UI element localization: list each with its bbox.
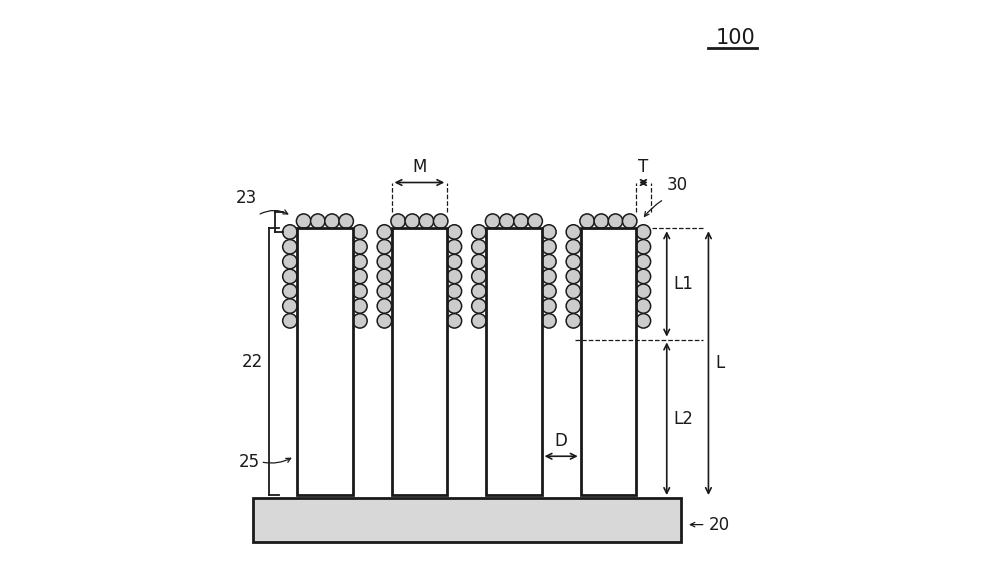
- Circle shape: [542, 314, 556, 328]
- Text: T: T: [638, 158, 649, 176]
- Circle shape: [542, 269, 556, 284]
- Circle shape: [283, 269, 297, 284]
- Circle shape: [472, 269, 486, 284]
- Circle shape: [566, 254, 581, 269]
- Circle shape: [377, 254, 392, 269]
- Circle shape: [472, 225, 486, 239]
- Circle shape: [566, 299, 581, 313]
- Circle shape: [636, 284, 651, 298]
- Circle shape: [566, 225, 581, 239]
- Circle shape: [608, 214, 623, 228]
- Circle shape: [391, 214, 405, 228]
- Circle shape: [472, 254, 486, 269]
- Circle shape: [283, 254, 297, 269]
- Circle shape: [472, 284, 486, 298]
- Circle shape: [542, 284, 556, 298]
- Text: L: L: [715, 354, 724, 372]
- Text: 100: 100: [716, 28, 756, 48]
- Circle shape: [622, 214, 637, 228]
- Circle shape: [542, 299, 556, 313]
- Circle shape: [353, 269, 367, 284]
- Text: 23: 23: [235, 189, 257, 207]
- Circle shape: [283, 314, 297, 328]
- Circle shape: [447, 314, 462, 328]
- Circle shape: [542, 225, 556, 239]
- Circle shape: [353, 284, 367, 298]
- Circle shape: [594, 214, 609, 228]
- Text: M: M: [412, 158, 427, 176]
- Circle shape: [636, 269, 651, 284]
- Circle shape: [447, 284, 462, 298]
- Circle shape: [566, 269, 581, 284]
- Circle shape: [419, 214, 434, 228]
- FancyArrowPatch shape: [690, 522, 703, 527]
- Bar: [253, 498, 681, 543]
- Circle shape: [636, 314, 651, 328]
- Circle shape: [405, 214, 420, 228]
- Circle shape: [283, 225, 297, 239]
- Circle shape: [542, 254, 556, 269]
- Circle shape: [353, 240, 367, 254]
- Circle shape: [566, 314, 581, 328]
- Circle shape: [636, 240, 651, 254]
- Circle shape: [447, 299, 462, 313]
- Circle shape: [580, 214, 594, 228]
- Circle shape: [566, 240, 581, 254]
- Circle shape: [339, 214, 353, 228]
- Circle shape: [542, 240, 556, 254]
- Bar: [486, 228, 542, 495]
- Circle shape: [296, 214, 311, 228]
- Bar: [392, 228, 447, 495]
- Bar: [581, 228, 636, 495]
- Circle shape: [377, 284, 392, 298]
- Circle shape: [528, 214, 542, 228]
- Circle shape: [447, 269, 462, 284]
- Text: L1: L1: [673, 275, 693, 293]
- Circle shape: [377, 314, 392, 328]
- Circle shape: [472, 314, 486, 328]
- Text: L2: L2: [673, 410, 693, 428]
- Circle shape: [377, 269, 392, 284]
- Circle shape: [447, 240, 462, 254]
- Text: D: D: [555, 431, 568, 449]
- Circle shape: [433, 214, 448, 228]
- Circle shape: [283, 299, 297, 313]
- FancyArrowPatch shape: [644, 201, 662, 217]
- Circle shape: [353, 225, 367, 239]
- Circle shape: [353, 254, 367, 269]
- Circle shape: [447, 225, 462, 239]
- Text: 22: 22: [241, 353, 263, 371]
- Circle shape: [353, 314, 367, 328]
- Bar: [297, 228, 353, 495]
- Circle shape: [283, 284, 297, 298]
- Circle shape: [472, 240, 486, 254]
- Circle shape: [636, 254, 651, 269]
- Circle shape: [377, 299, 392, 313]
- Circle shape: [500, 214, 514, 228]
- Circle shape: [636, 299, 651, 313]
- Circle shape: [353, 299, 367, 313]
- Circle shape: [514, 214, 528, 228]
- Circle shape: [636, 225, 651, 239]
- FancyArrowPatch shape: [260, 210, 288, 214]
- Text: 25: 25: [239, 453, 260, 471]
- Circle shape: [377, 225, 392, 239]
- Circle shape: [311, 214, 325, 228]
- Circle shape: [377, 240, 392, 254]
- Circle shape: [566, 284, 581, 298]
- Text: 20: 20: [708, 516, 730, 534]
- Circle shape: [325, 214, 339, 228]
- FancyArrowPatch shape: [263, 459, 291, 463]
- Circle shape: [485, 214, 500, 228]
- Text: 30: 30: [667, 175, 688, 193]
- Circle shape: [472, 299, 486, 313]
- Circle shape: [283, 240, 297, 254]
- Circle shape: [447, 254, 462, 269]
